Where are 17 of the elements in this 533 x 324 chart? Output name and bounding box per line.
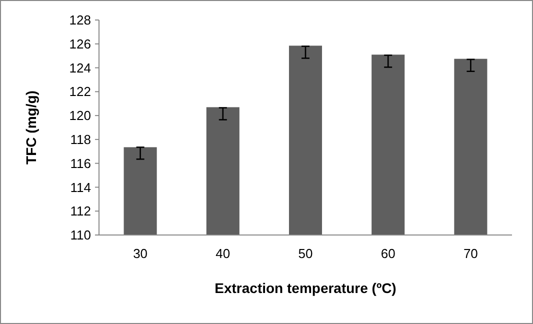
- x-tick-label: 60: [380, 246, 396, 261]
- y-tick-label: 128: [69, 12, 91, 28]
- y-tick-label: 124: [69, 60, 91, 76]
- x-tick-label: 30: [133, 246, 148, 261]
- y-tick-label: 116: [70, 156, 91, 171]
- x-tick-label: 50: [298, 246, 313, 261]
- y-tick-label: 112: [70, 204, 91, 219]
- y-tick-label: 120: [69, 108, 91, 124]
- y-axis-title: TFC (mg/g): [23, 90, 39, 164]
- y-tick-label: 118: [70, 132, 91, 147]
- y-tick-label: 122: [69, 84, 91, 100]
- y-tick-label: 114: [70, 180, 91, 195]
- x-axis-title: Extraction temperature (ºC): [214, 280, 396, 296]
- y-tick-label: 126: [69, 36, 91, 52]
- x-tick-label: 40: [216, 246, 230, 261]
- x-tick-label: 70: [463, 246, 478, 261]
- y-tick-label: 110: [70, 228, 91, 243]
